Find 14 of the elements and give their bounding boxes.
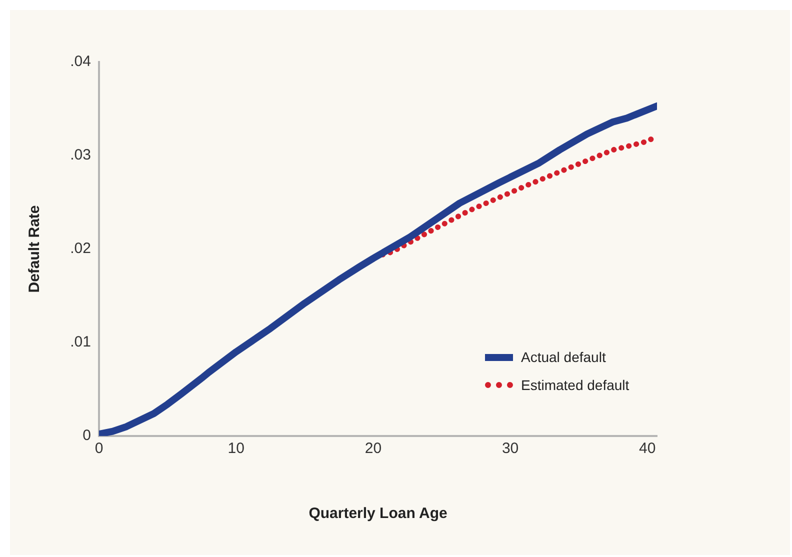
x-tick-label: 0	[94, 440, 104, 458]
legend-label: Estimated default	[521, 377, 630, 393]
x-axis-title: Quarterly Loan Age	[308, 505, 448, 522]
x-tick-label: 30	[502, 440, 519, 458]
y-tick-label: .01	[70, 334, 91, 351]
y-axis-title: Default Rate	[26, 205, 44, 293]
y-tick-label: .04	[70, 53, 91, 70]
x-tick-label: 40	[639, 440, 656, 458]
legend-label: Actual default	[521, 349, 606, 365]
x-tick-label: 20	[364, 440, 382, 458]
y-tick-label: 0	[82, 427, 91, 444]
y-tick-label: .03	[70, 146, 91, 164]
x-tick-label: 10	[228, 440, 244, 458]
y-tick-label: .02	[70, 240, 91, 258]
